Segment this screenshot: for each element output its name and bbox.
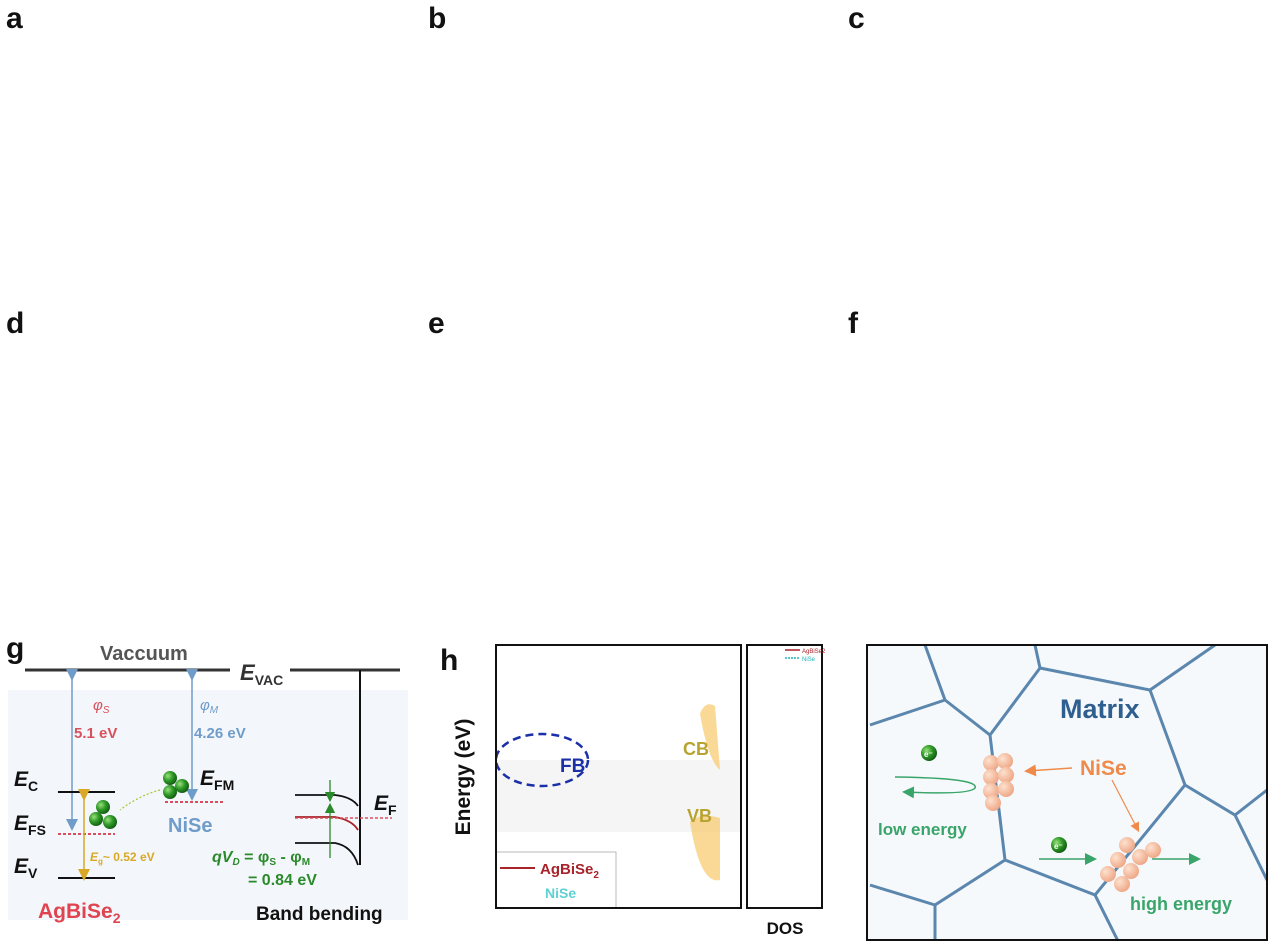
vacuum-label: Vaccuum: [100, 643, 188, 665]
band-bending-label: Band bending: [256, 904, 383, 925]
reflected-electron-arrow: [894, 776, 976, 799]
nise-label: NiSe: [168, 815, 212, 837]
bent-valence-band: [295, 842, 359, 866]
panel-label-h: h: [440, 644, 458, 677]
efm-label: EFM: [200, 767, 234, 793]
panel-label-b: b: [428, 2, 446, 35]
evac-label: EVAC: [240, 660, 283, 688]
nise-cluster-left: [983, 753, 1014, 811]
electron-high-energy: [1051, 837, 1067, 853]
phi-s-value: 5.1 eV: [74, 725, 117, 742]
bandgap-label: Eg~ 0.52 eV: [90, 850, 155, 866]
dos-plot-frame: [746, 644, 823, 909]
nise-pointer-right: [1111, 779, 1140, 833]
electron-high-label: e⁻: [1054, 842, 1063, 851]
high-energy-label: high energy: [1130, 894, 1232, 914]
electron-low-label: e⁻: [924, 750, 933, 759]
nise-pointer-left: [1024, 764, 1073, 777]
phi-m-value: 4.26 eV: [194, 725, 246, 742]
panel-label-d: d: [6, 307, 24, 340]
panel-label-a: a: [6, 2, 23, 35]
dos-legend-nise: NiSe: [802, 657, 816, 663]
dos-plot-area: [747, 645, 822, 908]
vb-highlight: [690, 815, 720, 881]
dos-legend-agbise2: AgBiSe2: [802, 649, 826, 655]
electron-low-energy: [921, 745, 937, 761]
ec-label: EC: [14, 768, 38, 794]
electron-cluster-semiconductor: [89, 800, 117, 829]
phi-s-label: φS: [93, 697, 110, 716]
vb-label: VB: [687, 806, 712, 826]
ef-label: EF: [374, 792, 397, 818]
fb-label: FB: [560, 756, 585, 777]
grain-boundaries: [869, 645, 1267, 940]
panel-i-schematic: Matrix NiSe e⁻ low energy e⁻ high energy: [866, 644, 1268, 941]
nise-cluster-right: [1100, 837, 1161, 892]
dos-axis-label: DOS: [767, 919, 804, 938]
electron-cluster-metal: [163, 771, 189, 799]
flat-band-ellipse: [494, 732, 590, 788]
low-energy-label: low energy: [878, 820, 967, 839]
cb-highlight: [700, 704, 720, 770]
matrix-label: Matrix: [1060, 694, 1140, 724]
panel-label-g: g: [6, 632, 24, 665]
qvd-equation: qVD = φS - φM: [212, 849, 310, 868]
bent-fermi-level: [295, 816, 359, 831]
agbise2-label: AgBiSe2: [38, 900, 121, 926]
band-y-axis-label: Energy (eV): [452, 719, 475, 836]
panel-label-e: e: [428, 307, 445, 340]
efs-label: EFS: [14, 812, 46, 838]
legend-label-nise: NiSe: [545, 885, 576, 901]
cb-label: CB: [683, 739, 709, 759]
electron-transfer-arrow: [119, 789, 161, 811]
panel-label-f: f: [848, 307, 859, 340]
panel-i-frame: [866, 644, 1268, 941]
panel-labels: a b c d e f g h i: [6, 2, 888, 679]
panel-g-band-diagram: Vaccuum EVAC φS 5.1 eV φM 4.26 eV EC EFS…: [8, 643, 408, 926]
nise-label-i: NiSe: [1080, 757, 1127, 780]
panel-h-band-structure: FB CB VB AgBiSe2 NiSe Energy (eV) AgBiSe…: [452, 644, 826, 938]
ev-label: EV: [14, 855, 38, 881]
phi-m-label: φM: [200, 697, 219, 716]
band-legend: [495, 851, 617, 909]
panel-label-c: c: [848, 2, 865, 35]
qvd-value: = 0.84 eV: [248, 872, 317, 889]
legend-label-agbise2: AgBiSe2: [540, 861, 599, 881]
band-plot-frame: [495, 644, 742, 909]
